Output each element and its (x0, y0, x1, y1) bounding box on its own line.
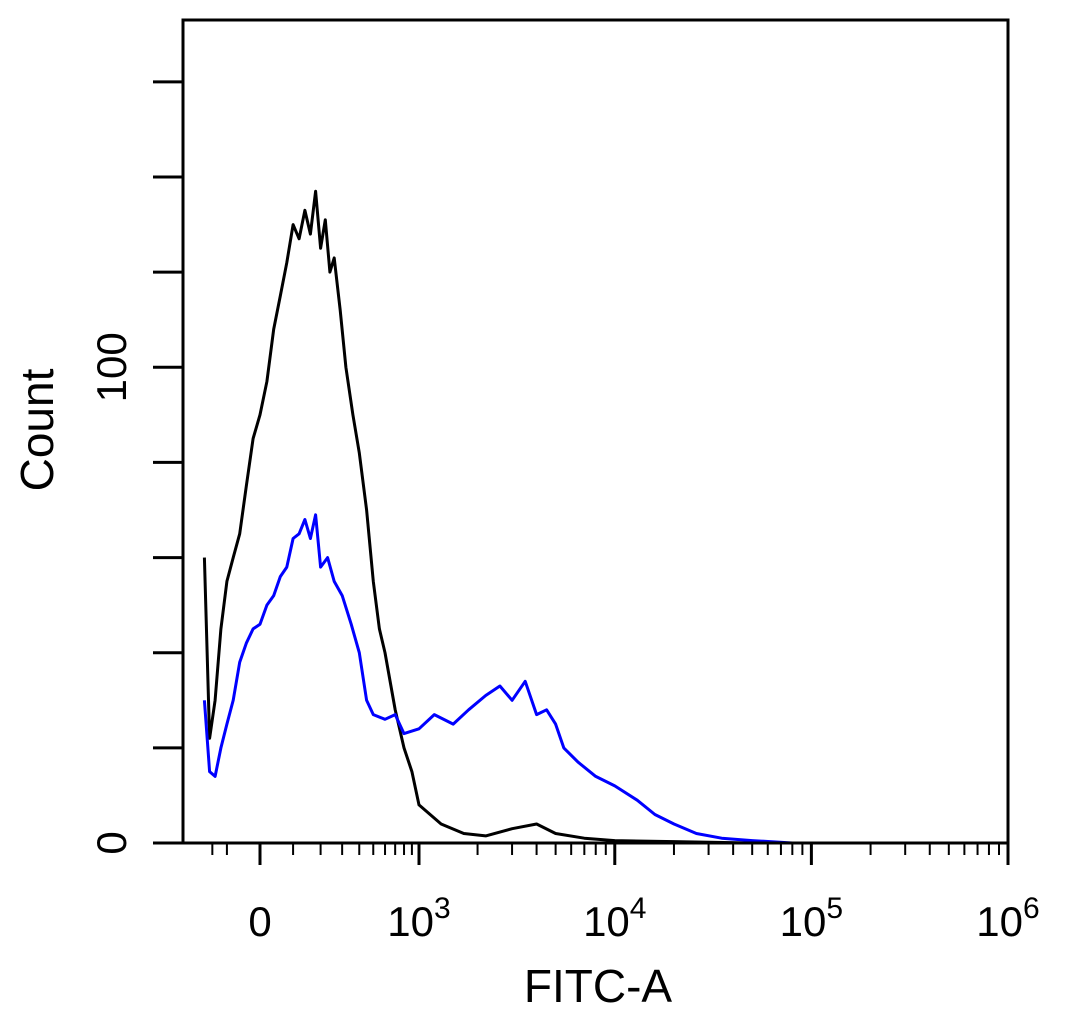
x-tick-label: 105 (780, 892, 843, 945)
series-line-2 (202, 513, 1008, 845)
series-line-1 (202, 189, 1008, 845)
x-tick-label: 104 (583, 892, 646, 945)
x-tick-label: 106 (976, 892, 1039, 945)
x-tick-label: 0 (248, 898, 271, 945)
x-tick-label: 103 (387, 892, 450, 945)
plot-frame (181, 18, 1010, 845)
x-axis-ticks: 0 103 104 105 106 (183, 841, 1040, 945)
series-layer (202, 189, 1008, 845)
y-axis-ticks: 0 100 (88, 80, 183, 855)
y-axis-title: Count (11, 368, 63, 491)
y-tick-label: 100 (88, 332, 135, 402)
x-axis-title: FITC-A (524, 960, 673, 1009)
y-tick-label: 0 (88, 831, 135, 854)
